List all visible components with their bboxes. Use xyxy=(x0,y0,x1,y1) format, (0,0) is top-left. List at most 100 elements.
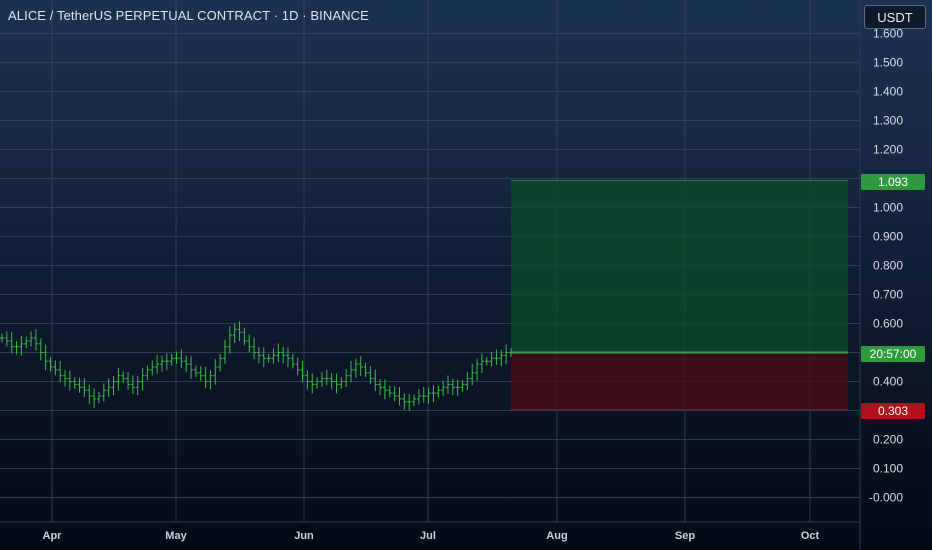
candle xyxy=(9,331,14,354)
candle xyxy=(135,375,140,396)
candle xyxy=(67,370,72,391)
x-tick-label: Apr xyxy=(43,530,63,542)
candle xyxy=(77,377,82,393)
candle xyxy=(402,393,407,410)
candle xyxy=(441,380,446,396)
candle xyxy=(373,369,378,392)
candle xyxy=(489,351,494,367)
candle xyxy=(271,348,276,364)
x-tick-label: Jul xyxy=(420,530,436,542)
candle xyxy=(266,353,271,363)
candle xyxy=(479,353,484,374)
candle xyxy=(121,371,126,383)
y-tick-label: 1.400 xyxy=(873,85,903,99)
candle xyxy=(19,335,24,356)
y-tick-label: 0.200 xyxy=(873,433,903,447)
candle xyxy=(387,385,392,398)
candle xyxy=(252,337,257,360)
x-tick-label: Oct xyxy=(801,530,820,542)
loss-zone xyxy=(511,352,848,410)
x-tick-label: Sep xyxy=(675,530,695,542)
candle xyxy=(494,349,499,365)
candle xyxy=(344,369,349,388)
candle xyxy=(82,378,87,397)
candle xyxy=(421,387,426,403)
candle xyxy=(208,370,213,390)
candle xyxy=(349,360,354,383)
y-tick-label: 1.300 xyxy=(873,114,903,128)
candle xyxy=(14,341,19,355)
candle xyxy=(397,387,402,406)
candle xyxy=(416,389,421,405)
candle xyxy=(499,349,504,367)
candle xyxy=(382,379,387,400)
profit-zone xyxy=(511,180,848,353)
candle xyxy=(475,358,480,381)
candle xyxy=(24,336,29,349)
candle xyxy=(465,371,470,390)
candle xyxy=(368,366,373,385)
candle xyxy=(58,360,63,383)
candle xyxy=(96,391,101,404)
candle xyxy=(33,329,38,351)
candle xyxy=(329,373,334,390)
candle xyxy=(407,393,412,411)
candle xyxy=(92,388,97,408)
candle xyxy=(130,375,135,394)
candle xyxy=(43,344,48,371)
candle xyxy=(150,360,155,376)
candle xyxy=(222,340,227,364)
candle xyxy=(203,366,208,389)
candle xyxy=(72,377,77,389)
y-tick-label: 0.600 xyxy=(873,317,903,331)
candle xyxy=(155,355,160,374)
y-tick-label: 1.000 xyxy=(873,201,903,215)
candle xyxy=(324,369,329,386)
candle xyxy=(227,326,232,354)
candle xyxy=(286,347,291,368)
candle xyxy=(334,373,339,394)
candle xyxy=(450,378,455,396)
candle xyxy=(484,356,489,366)
candle xyxy=(242,327,247,346)
candle xyxy=(101,383,106,402)
y-tick-label: 1.600 xyxy=(873,27,903,41)
candle xyxy=(232,323,237,343)
chart-title: ALICE / TetherUS PERPETUAL CONTRACT · 1D… xyxy=(8,8,369,23)
candle xyxy=(363,362,368,378)
y-tick-label: -0.000 xyxy=(869,491,903,505)
candle xyxy=(392,386,397,402)
candle xyxy=(436,385,441,398)
candle xyxy=(504,344,509,365)
candle xyxy=(455,379,460,397)
candle xyxy=(140,367,145,391)
candle xyxy=(378,378,383,396)
y-tick-label: 0.700 xyxy=(873,288,903,302)
price-axis: -0.0000.1000.2000.3000.4000.5000.6000.70… xyxy=(859,0,903,550)
candle xyxy=(174,351,179,364)
candle xyxy=(164,353,169,371)
candle xyxy=(509,348,513,357)
candle xyxy=(256,346,261,364)
candle xyxy=(261,347,266,368)
y-tick-label: 0.400 xyxy=(873,375,903,389)
candle xyxy=(310,373,315,394)
time-axis: Apr May Jun Jul Aug Sep Oct xyxy=(0,521,860,542)
candle xyxy=(87,384,92,404)
candle xyxy=(145,365,150,381)
target-price-tag: 1.093 xyxy=(861,174,925,190)
currency-button[interactable]: USDT xyxy=(864,5,926,29)
candle xyxy=(198,366,203,382)
y-tick-label: 1.200 xyxy=(873,143,903,157)
candle xyxy=(116,367,121,391)
y-tick-label: 0.900 xyxy=(873,230,903,244)
candle xyxy=(218,353,223,372)
candle xyxy=(111,375,116,396)
candle xyxy=(290,353,295,369)
candle xyxy=(319,371,324,388)
candle xyxy=(63,370,68,387)
position-zones xyxy=(511,180,848,411)
candle xyxy=(247,334,252,353)
y-tick-label: 0.800 xyxy=(873,259,903,273)
